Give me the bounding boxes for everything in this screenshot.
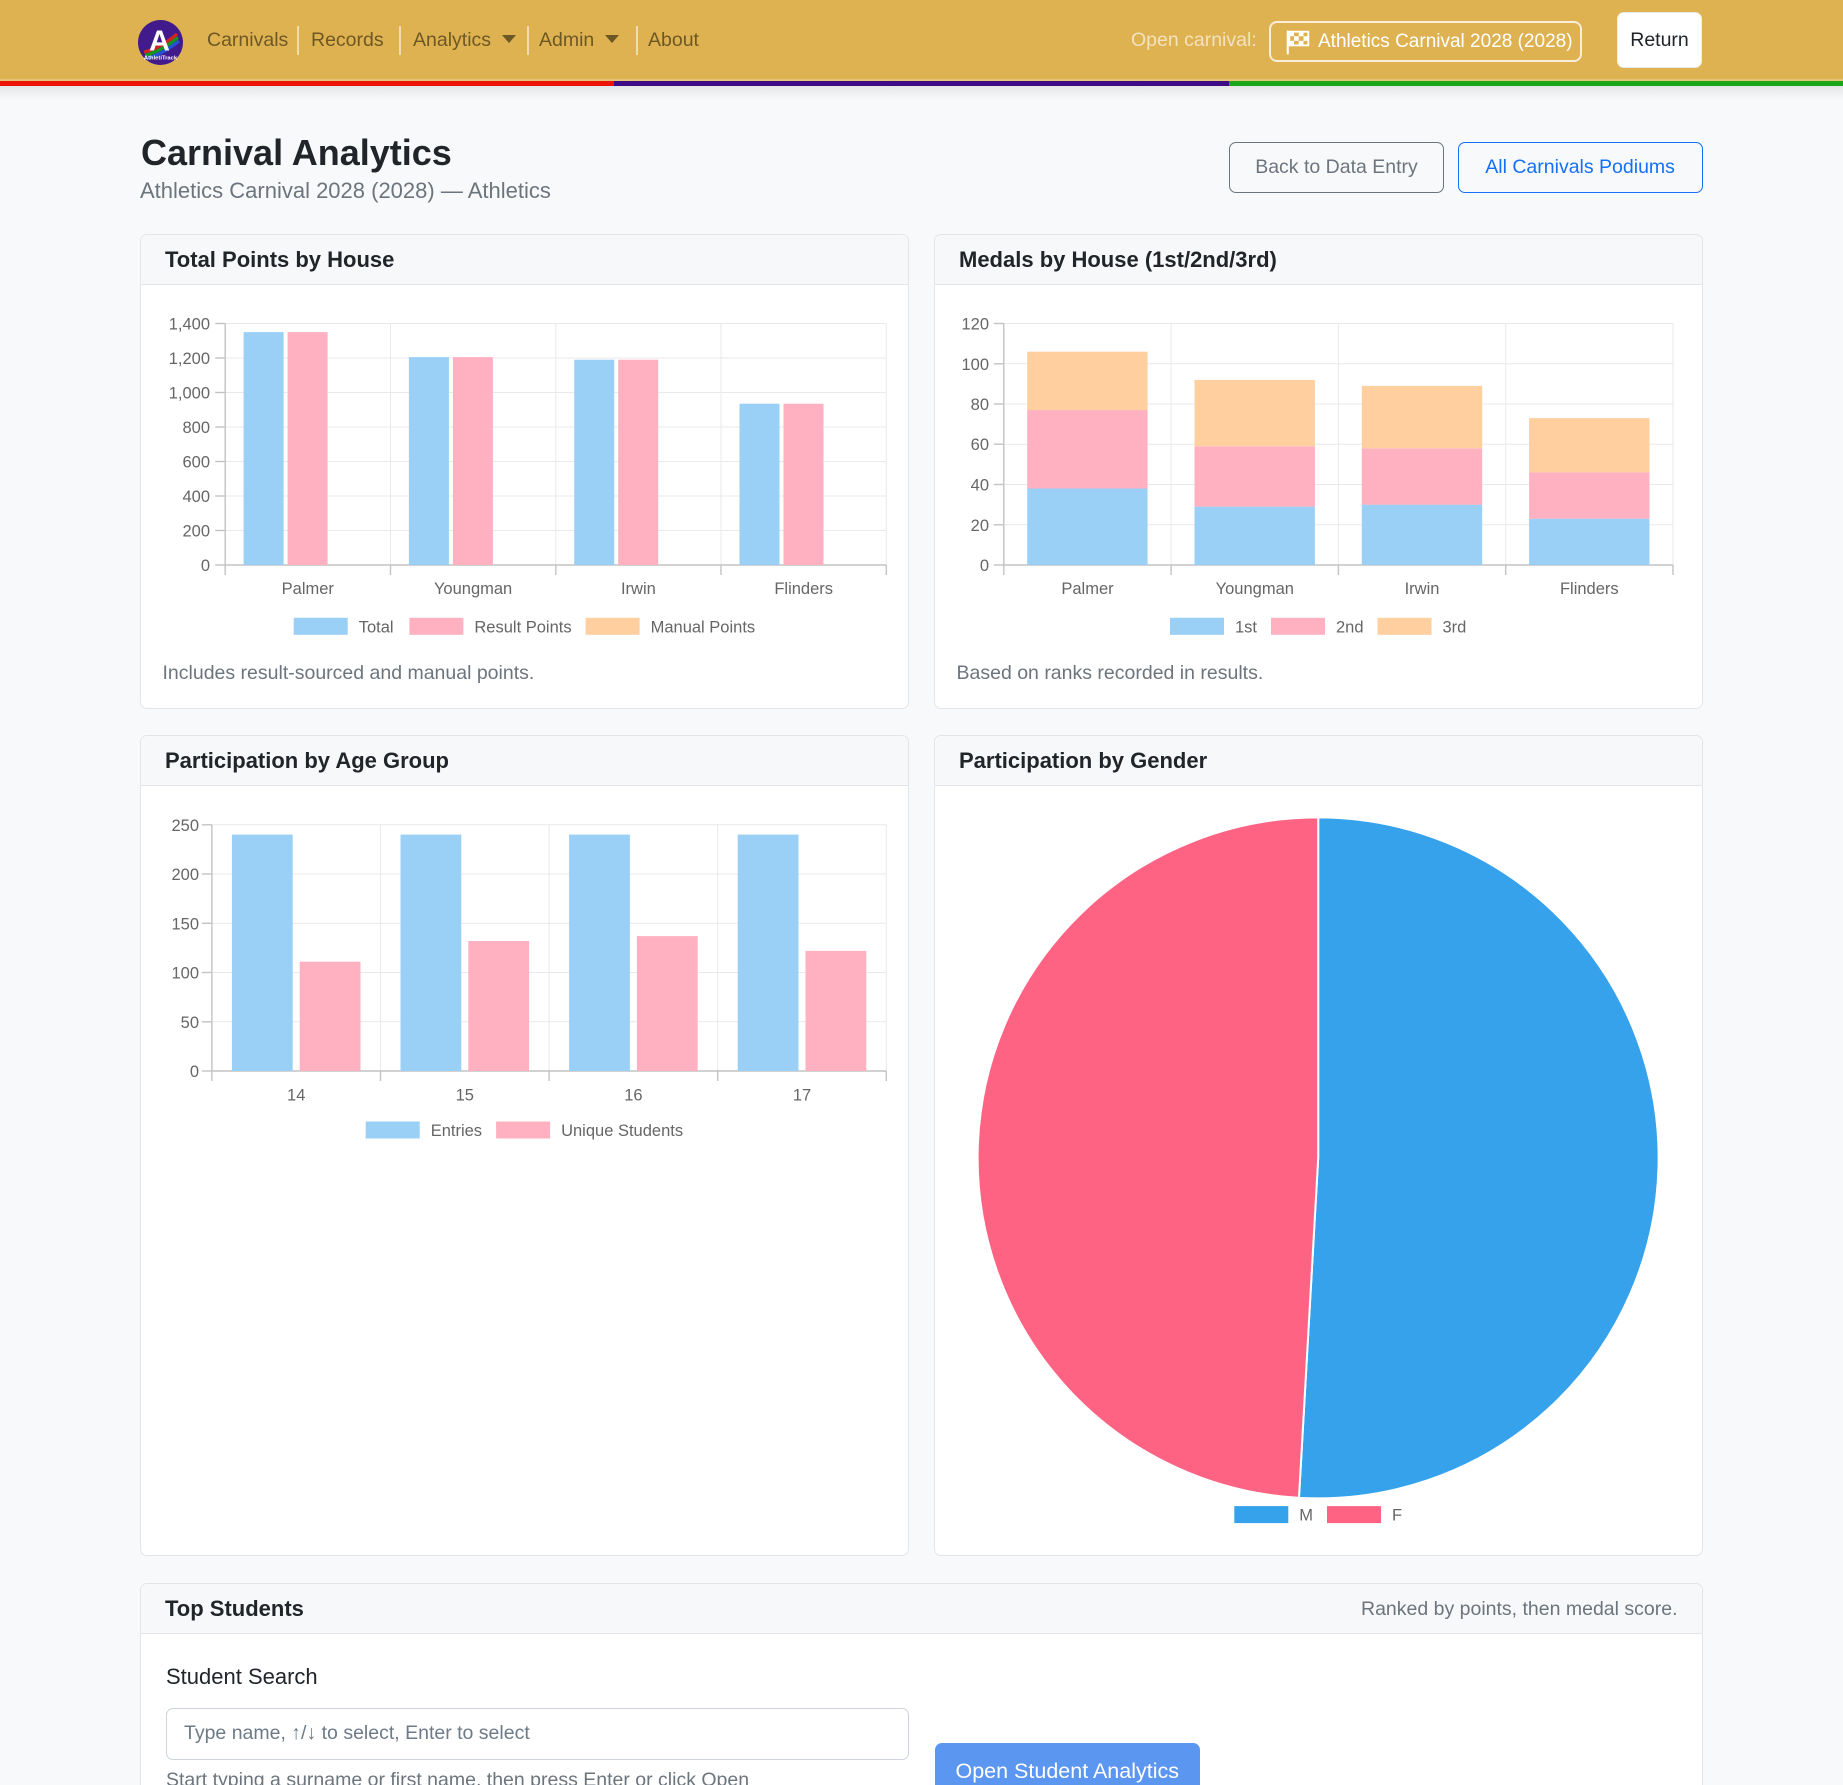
svg-text:80: 80: [971, 396, 989, 414]
svg-text:200: 200: [182, 523, 210, 541]
svg-text:20: 20: [971, 517, 989, 535]
svg-text:AthletiTrack: AthletiTrack: [144, 56, 178, 62]
svg-text:Unique Students: Unique Students: [561, 1122, 683, 1140]
svg-text:2nd: 2nd: [1336, 618, 1364, 636]
svg-text:Palmer: Palmer: [1061, 580, 1114, 598]
svg-text:3rd: 3rd: [1443, 618, 1467, 636]
svg-text:600: 600: [182, 454, 210, 472]
svg-text:0: 0: [980, 557, 989, 575]
svg-text:1,000: 1,000: [169, 385, 210, 403]
svg-text:Irwin: Irwin: [621, 580, 656, 598]
svg-text:0: 0: [201, 557, 210, 575]
svg-text:17: 17: [793, 1087, 811, 1105]
svg-text:Palmer: Palmer: [282, 580, 335, 598]
svg-text:400: 400: [182, 488, 210, 506]
svg-text:120: 120: [961, 316, 989, 334]
svg-text:100: 100: [171, 965, 199, 983]
svg-text:Youngman: Youngman: [434, 580, 512, 598]
svg-text:Youngman: Youngman: [1216, 580, 1294, 598]
svg-text:40: 40: [971, 477, 989, 495]
svg-text:800: 800: [182, 419, 210, 437]
svg-text:Flinders: Flinders: [1560, 580, 1619, 598]
svg-text:Irwin: Irwin: [1405, 580, 1440, 598]
svg-text:0: 0: [190, 1063, 199, 1081]
svg-text:100: 100: [961, 356, 989, 374]
svg-text:F: F: [1392, 1507, 1402, 1525]
svg-text:Flinders: Flinders: [774, 580, 833, 598]
svg-text:50: 50: [181, 1014, 199, 1032]
svg-text:60: 60: [971, 436, 989, 454]
svg-text:Result Points: Result Points: [474, 618, 571, 636]
svg-text:Entries: Entries: [431, 1122, 482, 1140]
svg-text:A: A: [149, 26, 170, 58]
svg-text:1,200: 1,200: [169, 350, 210, 368]
svg-text:14: 14: [287, 1087, 305, 1105]
svg-text:M: M: [1299, 1507, 1313, 1525]
svg-text:Manual Points: Manual Points: [651, 618, 756, 636]
svg-text:15: 15: [456, 1087, 474, 1105]
svg-text:1st: 1st: [1235, 618, 1257, 636]
svg-text:200: 200: [171, 866, 199, 884]
svg-text:16: 16: [624, 1087, 642, 1105]
svg-text:1,400: 1,400: [169, 316, 210, 334]
svg-text:Total: Total: [359, 618, 394, 636]
svg-text:250: 250: [171, 817, 199, 835]
svg-text:150: 150: [171, 915, 199, 933]
